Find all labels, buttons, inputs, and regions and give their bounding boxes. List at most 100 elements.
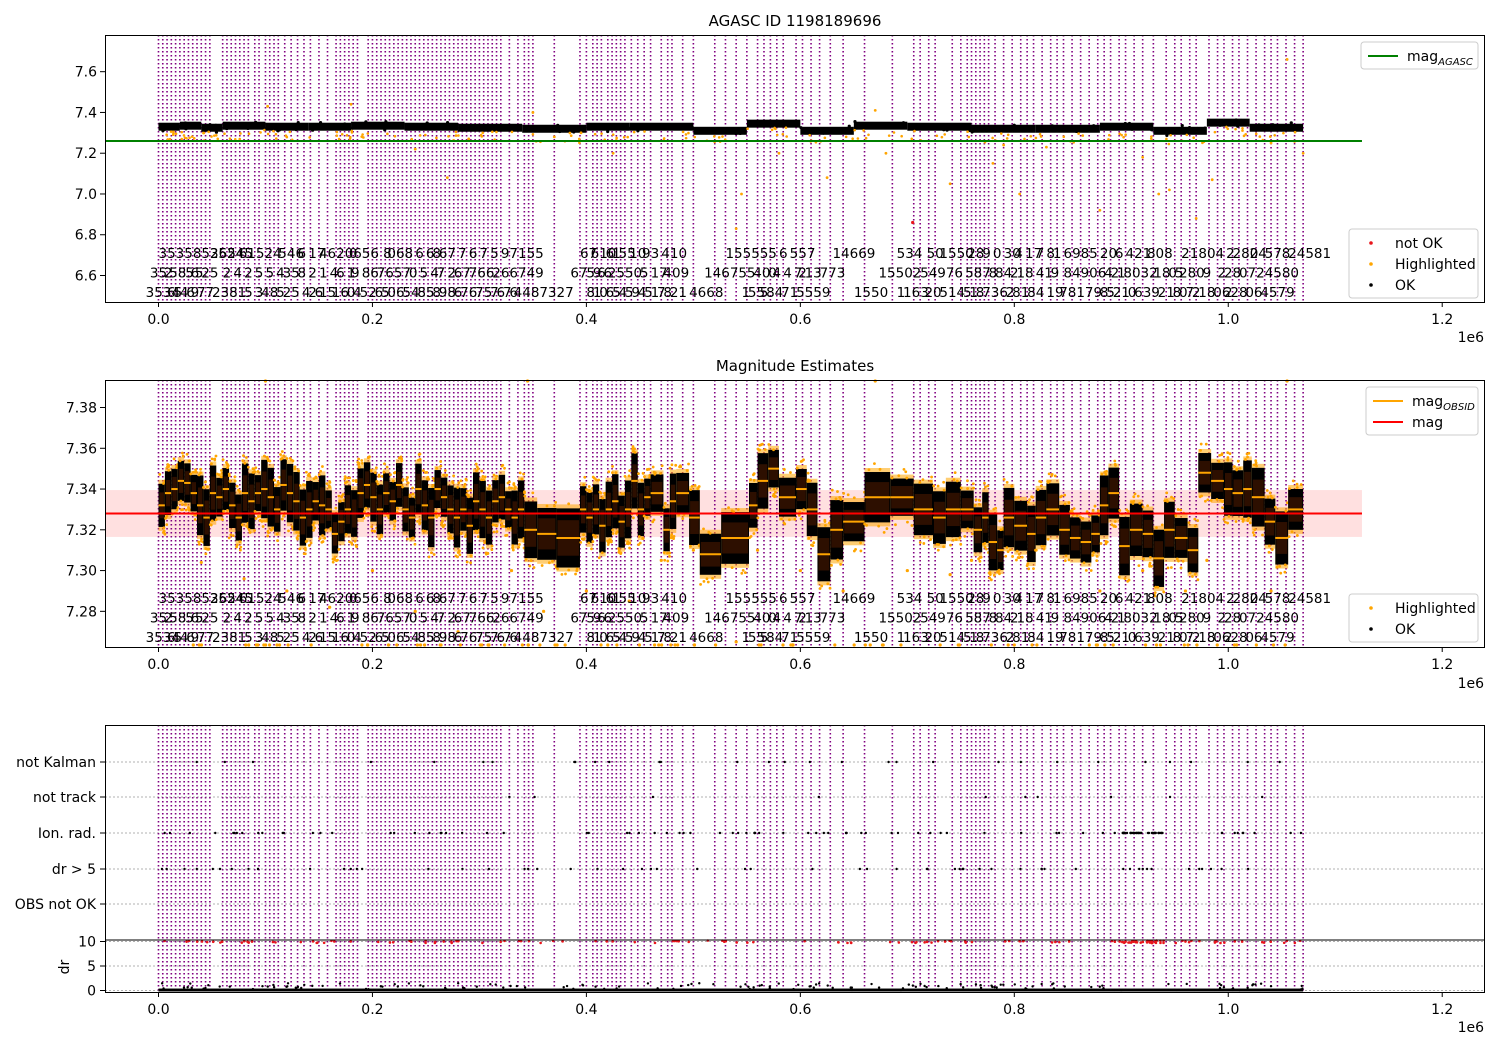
highlighted-point bbox=[1287, 535, 1291, 539]
highlighted-point bbox=[852, 549, 856, 553]
ok-point bbox=[754, 122, 758, 127]
highlighted-point bbox=[1172, 497, 1176, 500]
dr-not-ok-point bbox=[219, 941, 222, 944]
highlighted-point bbox=[215, 133, 218, 137]
dr-point bbox=[760, 983, 763, 987]
ok-point bbox=[1156, 128, 1160, 132]
dr-point bbox=[451, 988, 454, 991]
obsid-label: 5 bbox=[484, 285, 493, 301]
highlighted-point bbox=[508, 480, 511, 484]
ok-point bbox=[429, 125, 433, 129]
ok-point bbox=[897, 124, 901, 128]
highlighted-point bbox=[1081, 517, 1085, 520]
highlighted-point bbox=[693, 135, 697, 139]
obsid-label: 280 bbox=[1233, 246, 1259, 262]
highlighted-point bbox=[839, 563, 843, 566]
dr-point bbox=[1175, 989, 1178, 992]
obsid-label: 8 bbox=[995, 611, 1004, 627]
dr-point bbox=[581, 983, 584, 987]
highlighted-point bbox=[627, 474, 631, 478]
highlighted-point bbox=[856, 137, 860, 140]
obsid-label: 21 bbox=[1158, 285, 1175, 301]
obsid-label: 2 bbox=[608, 611, 617, 627]
dr-not-ok-point bbox=[915, 940, 918, 944]
highlighted-point bbox=[699, 583, 702, 586]
highlighted-point bbox=[378, 537, 382, 541]
ok-point bbox=[1257, 123, 1261, 127]
dr-not-ok-point bbox=[442, 940, 446, 943]
ok-point bbox=[633, 124, 637, 128]
obsid-label: 4 bbox=[430, 266, 439, 282]
highlighted-point bbox=[1011, 555, 1014, 558]
highlighted-point bbox=[1081, 134, 1085, 137]
highlighted-point bbox=[459, 532, 463, 535]
flag-point bbox=[1220, 867, 1223, 871]
highlighted-point bbox=[248, 531, 252, 534]
highlighted-point bbox=[319, 469, 323, 473]
obsid-label: 9 bbox=[191, 285, 200, 301]
flag-point bbox=[958, 867, 961, 871]
obsid-label: 8 bbox=[1068, 285, 1077, 301]
ok-point bbox=[329, 126, 333, 131]
ok-point bbox=[184, 121, 188, 125]
obsid-label: 5 bbox=[625, 266, 634, 282]
obsid-label: 4 bbox=[1014, 591, 1023, 607]
highlighted-point bbox=[204, 552, 208, 556]
flag-point bbox=[895, 760, 898, 764]
ok-point bbox=[484, 126, 489, 130]
highlighted-point bbox=[397, 456, 401, 460]
obsid-label: 4 bbox=[775, 285, 784, 301]
highlighted-point bbox=[905, 568, 909, 573]
highlighted-point bbox=[1278, 564, 1282, 568]
obsid-label: 2 bbox=[1010, 611, 1019, 627]
obsid-label: 7 bbox=[458, 246, 467, 262]
dr-not-ok-point bbox=[925, 940, 929, 944]
dr-not-ok-point bbox=[391, 940, 395, 944]
highlighted-point bbox=[568, 131, 572, 135]
highlighted-point bbox=[553, 504, 556, 508]
obsid-label: 6 bbox=[606, 246, 615, 262]
obsid-label: 4 bbox=[1004, 266, 1013, 282]
flag-point bbox=[251, 760, 255, 764]
obsid-label: 7 bbox=[479, 591, 488, 607]
obsid-label: 3 bbox=[991, 285, 1000, 301]
obsid-label: 8 bbox=[1046, 246, 1055, 262]
obsid-label: 6 bbox=[604, 611, 613, 627]
flag-point bbox=[939, 831, 942, 835]
dr-not-ok-point bbox=[388, 941, 392, 944]
obsid-label: 7 bbox=[794, 611, 803, 627]
obsid-label: 5 bbox=[1106, 630, 1115, 646]
ok-point bbox=[1084, 128, 1088, 132]
highlighted-point bbox=[269, 528, 273, 532]
obsid-label: 5 bbox=[402, 630, 411, 646]
legend-swatch bbox=[1369, 606, 1373, 610]
highlighted-point bbox=[228, 479, 232, 483]
flag-point bbox=[754, 831, 757, 835]
obsid-label: 8 bbox=[432, 246, 441, 262]
obsid-label: 7 bbox=[1059, 630, 1068, 646]
magnitude-x-axis: 0.0 0.2 0.4 0.6 0.8 1.0 1.2 bbox=[147, 647, 1453, 673]
highlighted-point bbox=[825, 176, 829, 180]
flag-point bbox=[890, 831, 893, 835]
flag-label: dr > 5 bbox=[52, 862, 96, 878]
flag-point bbox=[978, 867, 981, 871]
highlighted-point bbox=[221, 458, 225, 462]
highlighted-point bbox=[285, 457, 289, 460]
highlighted-point bbox=[183, 136, 187, 140]
ok-point bbox=[847, 124, 851, 128]
highlighted-point bbox=[989, 643, 993, 647]
obsid-label: 5 bbox=[612, 630, 621, 646]
obsid-label: 6 bbox=[426, 591, 435, 607]
obsid-label: 7 bbox=[462, 266, 471, 282]
ok-point bbox=[277, 128, 281, 132]
flag-point bbox=[593, 760, 597, 764]
highlighted-point bbox=[884, 151, 888, 155]
highlighted-point bbox=[517, 545, 521, 549]
highlighted-point bbox=[528, 564, 532, 568]
x-tick-label: 0.6 bbox=[789, 1002, 811, 1018]
obsid-label: 61524 bbox=[239, 246, 282, 262]
highlighted-point bbox=[587, 485, 591, 488]
highlighted-point bbox=[582, 533, 585, 537]
agasc-panel: AGASC ID 1198189696 35358536545252461524… bbox=[75, 12, 1485, 346]
highlighted-point bbox=[349, 102, 353, 106]
